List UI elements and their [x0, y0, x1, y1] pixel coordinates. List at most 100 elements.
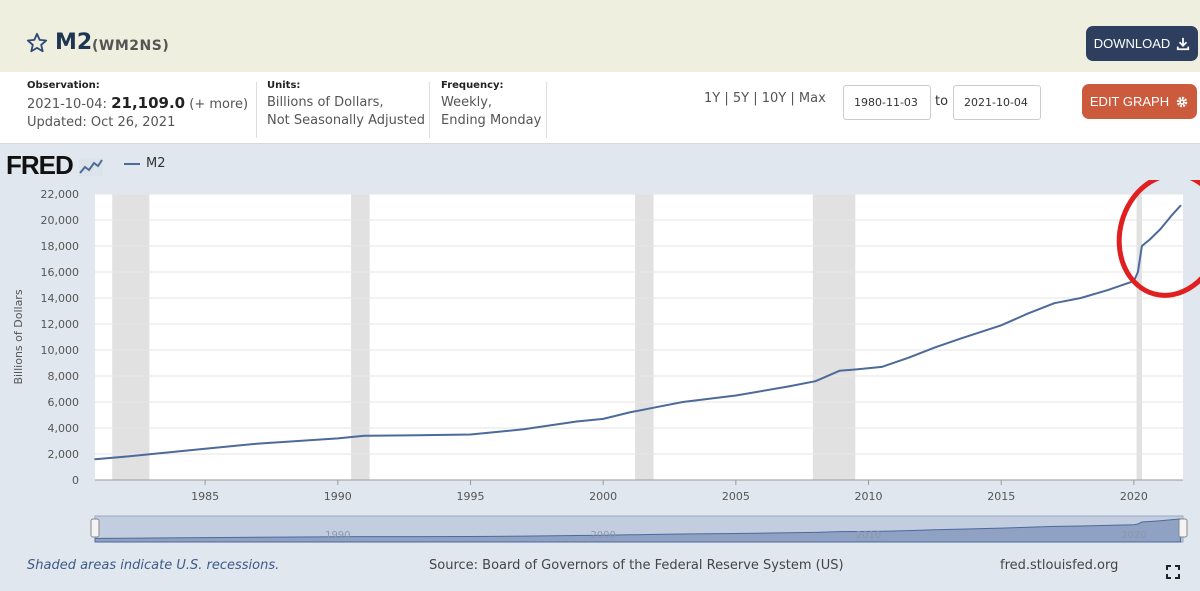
data-point	[151, 453, 153, 455]
units-line1: Billions of Dollars,	[267, 95, 384, 110]
fullscreen-icon[interactable]	[1166, 565, 1180, 579]
y-axis-label: Billions of Dollars	[12, 289, 25, 384]
data-point	[960, 337, 963, 340]
data-point	[1149, 238, 1151, 241]
meta-divider	[256, 82, 257, 138]
y-tick-label: 20,000	[41, 214, 80, 227]
x-tick-label: 2015	[987, 490, 1015, 503]
observation-more-link[interactable]: (+ more)	[189, 97, 249, 112]
data-point	[838, 370, 841, 372]
data-point	[602, 418, 604, 420]
data-point	[1159, 228, 1162, 230]
frequency-block: Frequency: Weekly, Ending Monday	[441, 80, 541, 130]
navigator-label: 2020	[1121, 530, 1146, 541]
data-point	[257, 442, 260, 445]
site-link[interactable]: fred.stlouisfed.org	[1000, 558, 1119, 573]
gear-icon	[1176, 96, 1188, 107]
source-text: Source: Board of Governors of the Federa…	[429, 558, 844, 573]
frequency-line2: Ending Monday	[441, 113, 542, 128]
data-point	[628, 411, 631, 414]
observation-block: Observation: 2021-10-04: 21,109.0 (+ mor…	[27, 80, 248, 132]
download-icon	[1177, 37, 1190, 50]
y-tick-label: 6,000	[48, 396, 80, 409]
y-tick-label: 4,000	[48, 422, 80, 435]
data-point	[681, 401, 684, 403]
data-point	[124, 455, 127, 458]
y-tick-label: 18,000	[41, 240, 80, 253]
edit-graph-button[interactable]: EDIT GRAPH	[1082, 84, 1197, 119]
series-id: (WM2NS)	[92, 38, 170, 54]
x-tick-label: 1990	[324, 490, 352, 503]
units-label: Units:	[267, 80, 301, 91]
data-point	[788, 385, 790, 388]
fred-logo[interactable]: FRED	[6, 150, 104, 181]
meta-divider	[546, 82, 547, 138]
y-tick-label: 2,000	[48, 448, 80, 461]
data-point	[575, 420, 578, 423]
navigator-label: 2010	[856, 530, 881, 541]
x-tick-label: 1995	[456, 490, 484, 503]
data-point	[1137, 271, 1139, 273]
data-point	[1053, 302, 1056, 304]
observation-label: Observation:	[27, 80, 100, 91]
y-tick-label: 22,000	[41, 188, 80, 201]
navigator-handle[interactable]	[90, 518, 100, 538]
observation-date: 2021-10-04:	[27, 97, 107, 112]
data-point	[1170, 215, 1172, 217]
recession-band	[351, 194, 370, 480]
range-1y[interactable]: 1Y	[704, 91, 721, 106]
x-tick-label: 2000	[589, 490, 617, 503]
x-tick-label: 2020	[1120, 490, 1148, 503]
chart[interactable]: 0 2,000 4,000 6,000 8,000 10,000 12,000 14,000 1…	[0, 180, 1200, 552]
range-links: 1Y | 5Y | 10Y | Max	[704, 91, 826, 106]
end-date-input[interactable]	[953, 85, 1041, 120]
data-point	[735, 394, 737, 397]
chart-logo-icon	[79, 158, 104, 177]
data-point	[94, 458, 96, 461]
data-point	[1000, 324, 1003, 327]
data-point	[337, 437, 339, 440]
legend-label: M2	[146, 156, 166, 171]
updated-date: Updated: Oct 26, 2021	[27, 115, 176, 130]
star-icon[interactable]	[26, 32, 48, 54]
range-5y[interactable]: 5Y	[732, 91, 750, 106]
data-point	[1080, 297, 1082, 299]
frequency-line1: Weekly,	[441, 95, 493, 110]
recession-band	[812, 194, 856, 480]
range-max[interactable]: Max	[798, 91, 826, 106]
recession-band	[635, 194, 654, 480]
data-point	[881, 366, 883, 368]
data-point	[655, 406, 658, 408]
fred-logo-text: FRED	[6, 150, 74, 180]
recession-band	[1136, 194, 1142, 480]
units-line2: Not Seasonally Adjusted	[267, 113, 425, 128]
frequency-label: Frequency:	[441, 80, 504, 91]
data-point	[814, 380, 817, 382]
to-label: to	[935, 94, 949, 109]
data-point	[907, 357, 910, 359]
navigator-series	[94, 518, 1182, 543]
y-tick-label: 14,000	[41, 292, 80, 305]
page-title: M2	[55, 30, 93, 55]
data-point	[522, 428, 525, 431]
data-point	[1179, 204, 1182, 207]
x-tick-label: 2010	[855, 490, 883, 503]
top-bar: M2 (WM2NS) DOWNLOAD	[0, 0, 1200, 72]
y-tick-label: 8,000	[48, 370, 80, 383]
start-date-input[interactable]	[843, 85, 931, 120]
x-tick-label: 1985	[191, 490, 219, 503]
data-point	[1026, 312, 1029, 315]
recession-note: Shaded areas indicate U.S. recessions.	[27, 558, 280, 573]
chart-legend[interactable]: M2	[124, 156, 166, 171]
x-tick-label: 2005	[722, 490, 750, 503]
annotation-circle	[1116, 180, 1200, 298]
data-point	[1141, 245, 1143, 247]
range-10y[interactable]: 10Y	[761, 91, 787, 106]
units-block: Units: Billions of Dollars, Not Seasonal…	[267, 80, 425, 130]
navigator-handle[interactable]	[1178, 518, 1188, 538]
navigator-label: 2000	[590, 530, 615, 541]
y-tick-label: 0	[72, 474, 79, 487]
recession-band	[112, 194, 150, 480]
download-button[interactable]: DOWNLOAD	[1086, 26, 1198, 61]
data-point	[1106, 289, 1109, 291]
